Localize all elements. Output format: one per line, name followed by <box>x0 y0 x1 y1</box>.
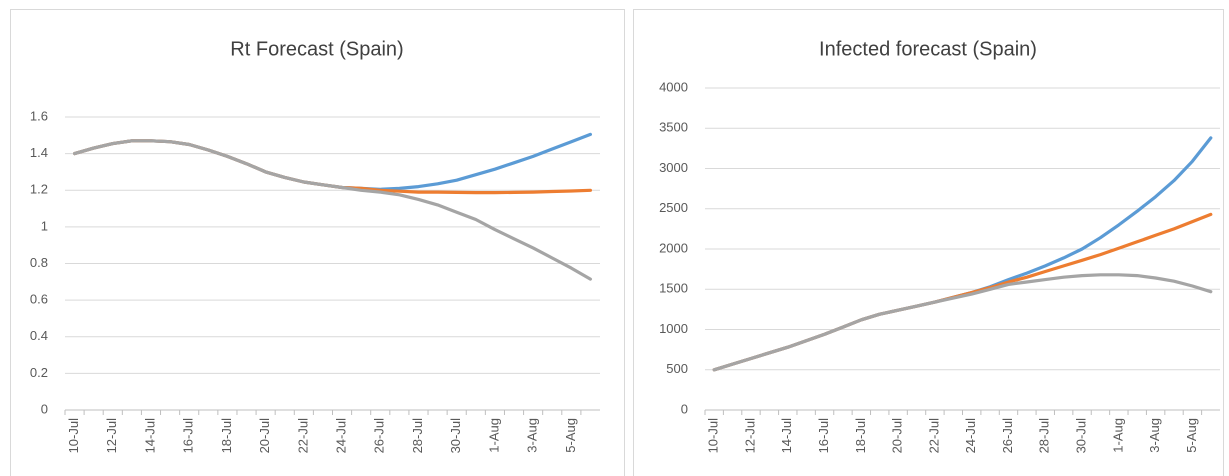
y-tick-label: 0 <box>41 401 48 416</box>
y-tick-label: 4000 <box>659 79 688 94</box>
x-tick-label: 20-Jul <box>257 418 272 454</box>
y-tick-label: 2500 <box>659 200 688 215</box>
x-tick-label: 16-Jul <box>181 418 196 454</box>
x-tick-label: 26-Jul <box>372 418 387 454</box>
chart-title: Infected forecast (Spain) <box>819 38 1037 60</box>
x-tick-label: 22-Jul <box>926 418 941 454</box>
x-tick-label: 24-Jul <box>333 418 348 454</box>
y-tick-label: 2000 <box>659 240 688 255</box>
series-line <box>712 273 1213 372</box>
x-tick-label: 14-Jul <box>142 418 157 454</box>
y-tick-label: 0.2 <box>30 365 48 380</box>
y-tick-label: 3000 <box>659 160 688 175</box>
x-tick-label: 30-Jul <box>1073 418 1088 454</box>
y-tick-label: 1 <box>41 218 48 233</box>
x-tick-label: 28-Jul <box>1037 418 1052 454</box>
series-line <box>73 139 592 281</box>
chart-title: Rt Forecast (Spain) <box>230 38 403 60</box>
x-tick-label: 18-Jul <box>853 418 868 454</box>
x-tick-label: 1-Aug <box>486 418 501 453</box>
y-tick-label: 0 <box>681 401 688 416</box>
x-tick-label: 10-Jul <box>706 418 721 454</box>
x-tick-label: 24-Jul <box>963 418 978 454</box>
x-tick-label: 5-Aug <box>1184 418 1199 453</box>
y-tick-label: 1000 <box>659 321 688 336</box>
chart-frame <box>10 9 625 476</box>
y-tick-label: 1500 <box>659 281 688 296</box>
x-tick-label: 18-Jul <box>219 418 234 454</box>
y-tick-label: 1.2 <box>30 182 48 197</box>
y-tick-label: 0.8 <box>30 255 48 270</box>
x-tick-label: 20-Jul <box>890 418 905 454</box>
x-tick-label: 30-Jul <box>448 418 463 454</box>
x-tick-label: 5-Aug <box>563 418 578 453</box>
x-tick-label: 14-Jul <box>779 418 794 454</box>
x-tick-label: 12-Jul <box>742 418 757 454</box>
y-tick-label: 500 <box>666 361 688 376</box>
x-tick-label: 3-Aug <box>525 418 540 453</box>
y-tick-label: 3500 <box>659 120 688 135</box>
x-tick-label: 10-Jul <box>66 418 81 454</box>
x-tick-label: 12-Jul <box>104 418 119 454</box>
y-tick-label: 1.4 <box>30 145 48 160</box>
y-tick-label: 0.6 <box>30 292 48 307</box>
x-tick-label: 1-Aug <box>1110 418 1125 453</box>
chart-frame <box>633 9 1224 476</box>
y-tick-label: 1.6 <box>30 108 48 123</box>
x-tick-label: 22-Jul <box>295 418 310 454</box>
x-tick-label: 26-Jul <box>1000 418 1015 454</box>
x-tick-label: 28-Jul <box>410 418 425 454</box>
x-tick-label: 16-Jul <box>816 418 831 454</box>
y-tick-label: 0.4 <box>30 328 48 343</box>
x-tick-label: 3-Aug <box>1147 418 1162 453</box>
